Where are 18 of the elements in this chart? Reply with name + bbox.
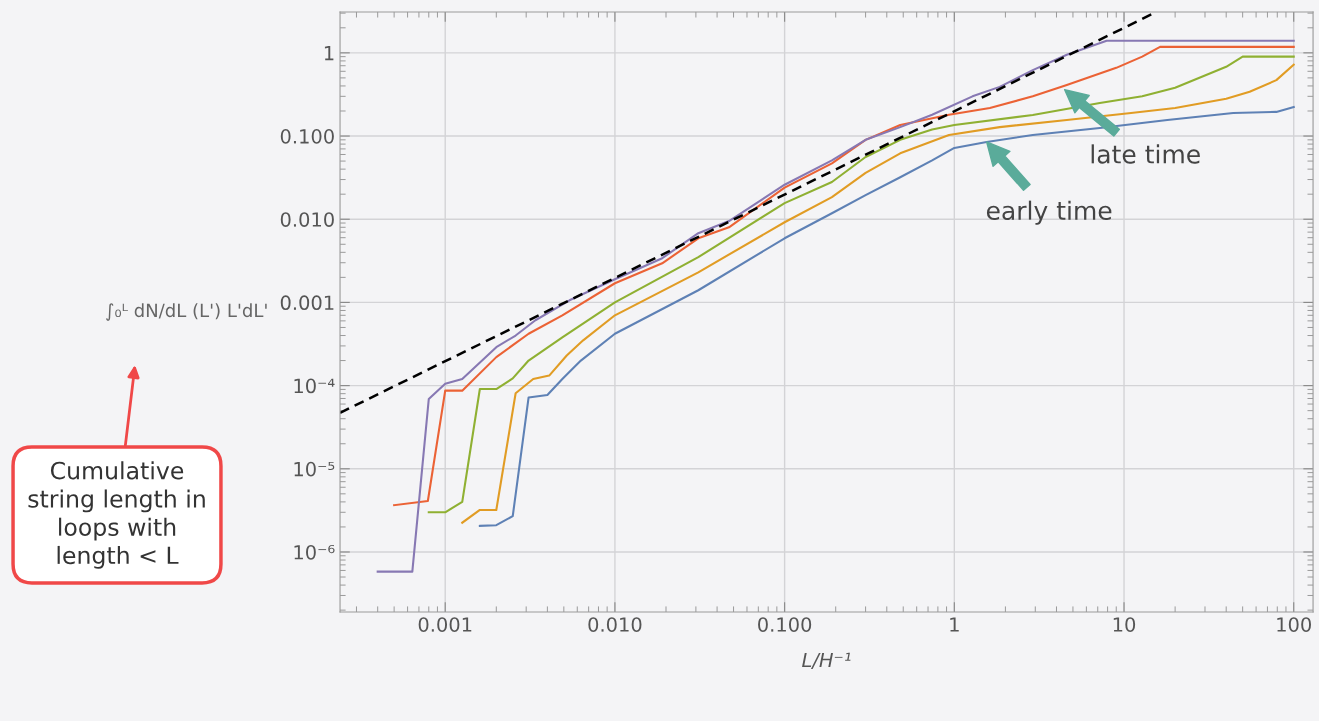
- y-tick-label: 10⁻⁴: [294, 378, 335, 394]
- x-tick-label: 100: [1277, 617, 1311, 632]
- text: Cumulative string length in loops with length < L: [28, 461, 205, 569]
- x-tick-label: 0.001: [418, 617, 472, 632]
- x-tick-label: 0.010: [588, 617, 642, 632]
- annotation: early time: [986, 200, 1112, 225]
- y-tick-label: 10⁻⁵: [294, 461, 335, 477]
- y-axis-title: ∫₀ᴸ dN/dL (L') L'dL': [106, 303, 267, 321]
- x-tick-label: 10: [1113, 617, 1136, 632]
- y-tick-label: 10⁻⁶: [294, 544, 335, 560]
- x-tick-label: 1: [950, 617, 959, 632]
- y-tick-label: 0.001: [280, 295, 334, 311]
- y-tick-label: 0.100: [280, 128, 334, 144]
- x-tick-label: 0.100: [758, 617, 812, 632]
- y-tick-label: 1: [324, 46, 334, 61]
- y-tick-label: 0.010: [280, 212, 334, 227]
- x-axis-title: L/H⁻¹: [802, 652, 851, 669]
- annotation: late time: [1091, 144, 1200, 164]
